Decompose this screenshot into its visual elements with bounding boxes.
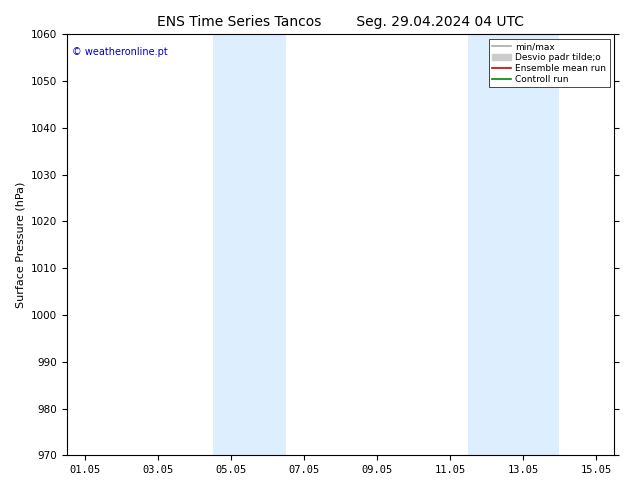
Legend: min/max, Desvio padr tilde;o, Ensemble mean run, Controll run: min/max, Desvio padr tilde;o, Ensemble m… bbox=[489, 39, 610, 88]
Title: ENS Time Series Tancos        Seg. 29.04.2024 04 UTC: ENS Time Series Tancos Seg. 29.04.2024 0… bbox=[157, 15, 524, 29]
Bar bbox=[212, 34, 285, 455]
Text: © weatheronline.pt: © weatheronline.pt bbox=[72, 47, 168, 57]
Y-axis label: Surface Pressure (hPa): Surface Pressure (hPa) bbox=[15, 182, 25, 308]
Bar bbox=[468, 34, 559, 455]
